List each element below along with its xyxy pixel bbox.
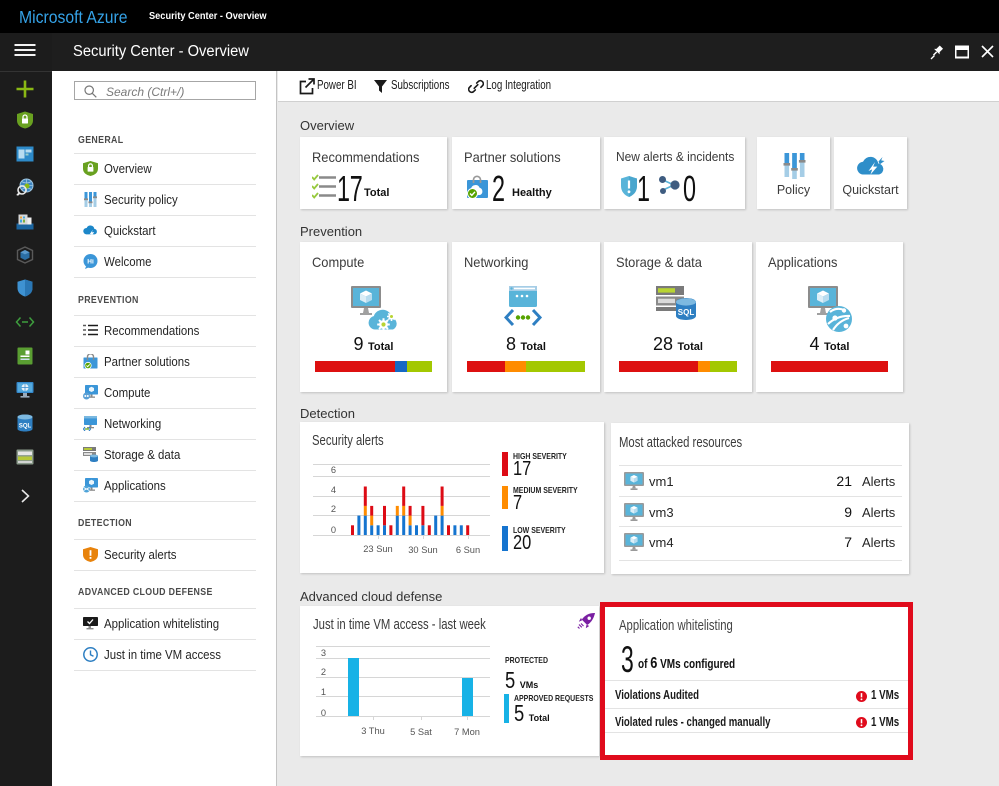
svg-text:0: 0	[331, 525, 336, 535]
svg-text:6 Sun: 6 Sun	[456, 545, 480, 555]
svg-text:23 Sun: 23 Sun	[363, 544, 392, 554]
svg-text:2: 2	[321, 667, 326, 677]
svg-text:1: 1	[321, 687, 326, 697]
svg-text:Hi: Hi	[87, 259, 94, 266]
svg-text:6: 6	[331, 465, 336, 475]
svg-text:3 Thu: 3 Thu	[361, 726, 385, 736]
svg-text:4: 4	[331, 485, 336, 495]
svg-text:30 Sun: 30 Sun	[408, 545, 437, 555]
svg-text:SQL: SQL	[678, 308, 695, 317]
svg-text:2: 2	[331, 504, 336, 514]
svg-text:7 Mon: 7 Mon	[454, 727, 480, 737]
svg-text:5 Sat: 5 Sat	[410, 727, 432, 737]
svg-text:3: 3	[321, 648, 326, 658]
svg-text:0: 0	[321, 708, 326, 718]
svg-text:SQL: SQL	[19, 424, 32, 430]
